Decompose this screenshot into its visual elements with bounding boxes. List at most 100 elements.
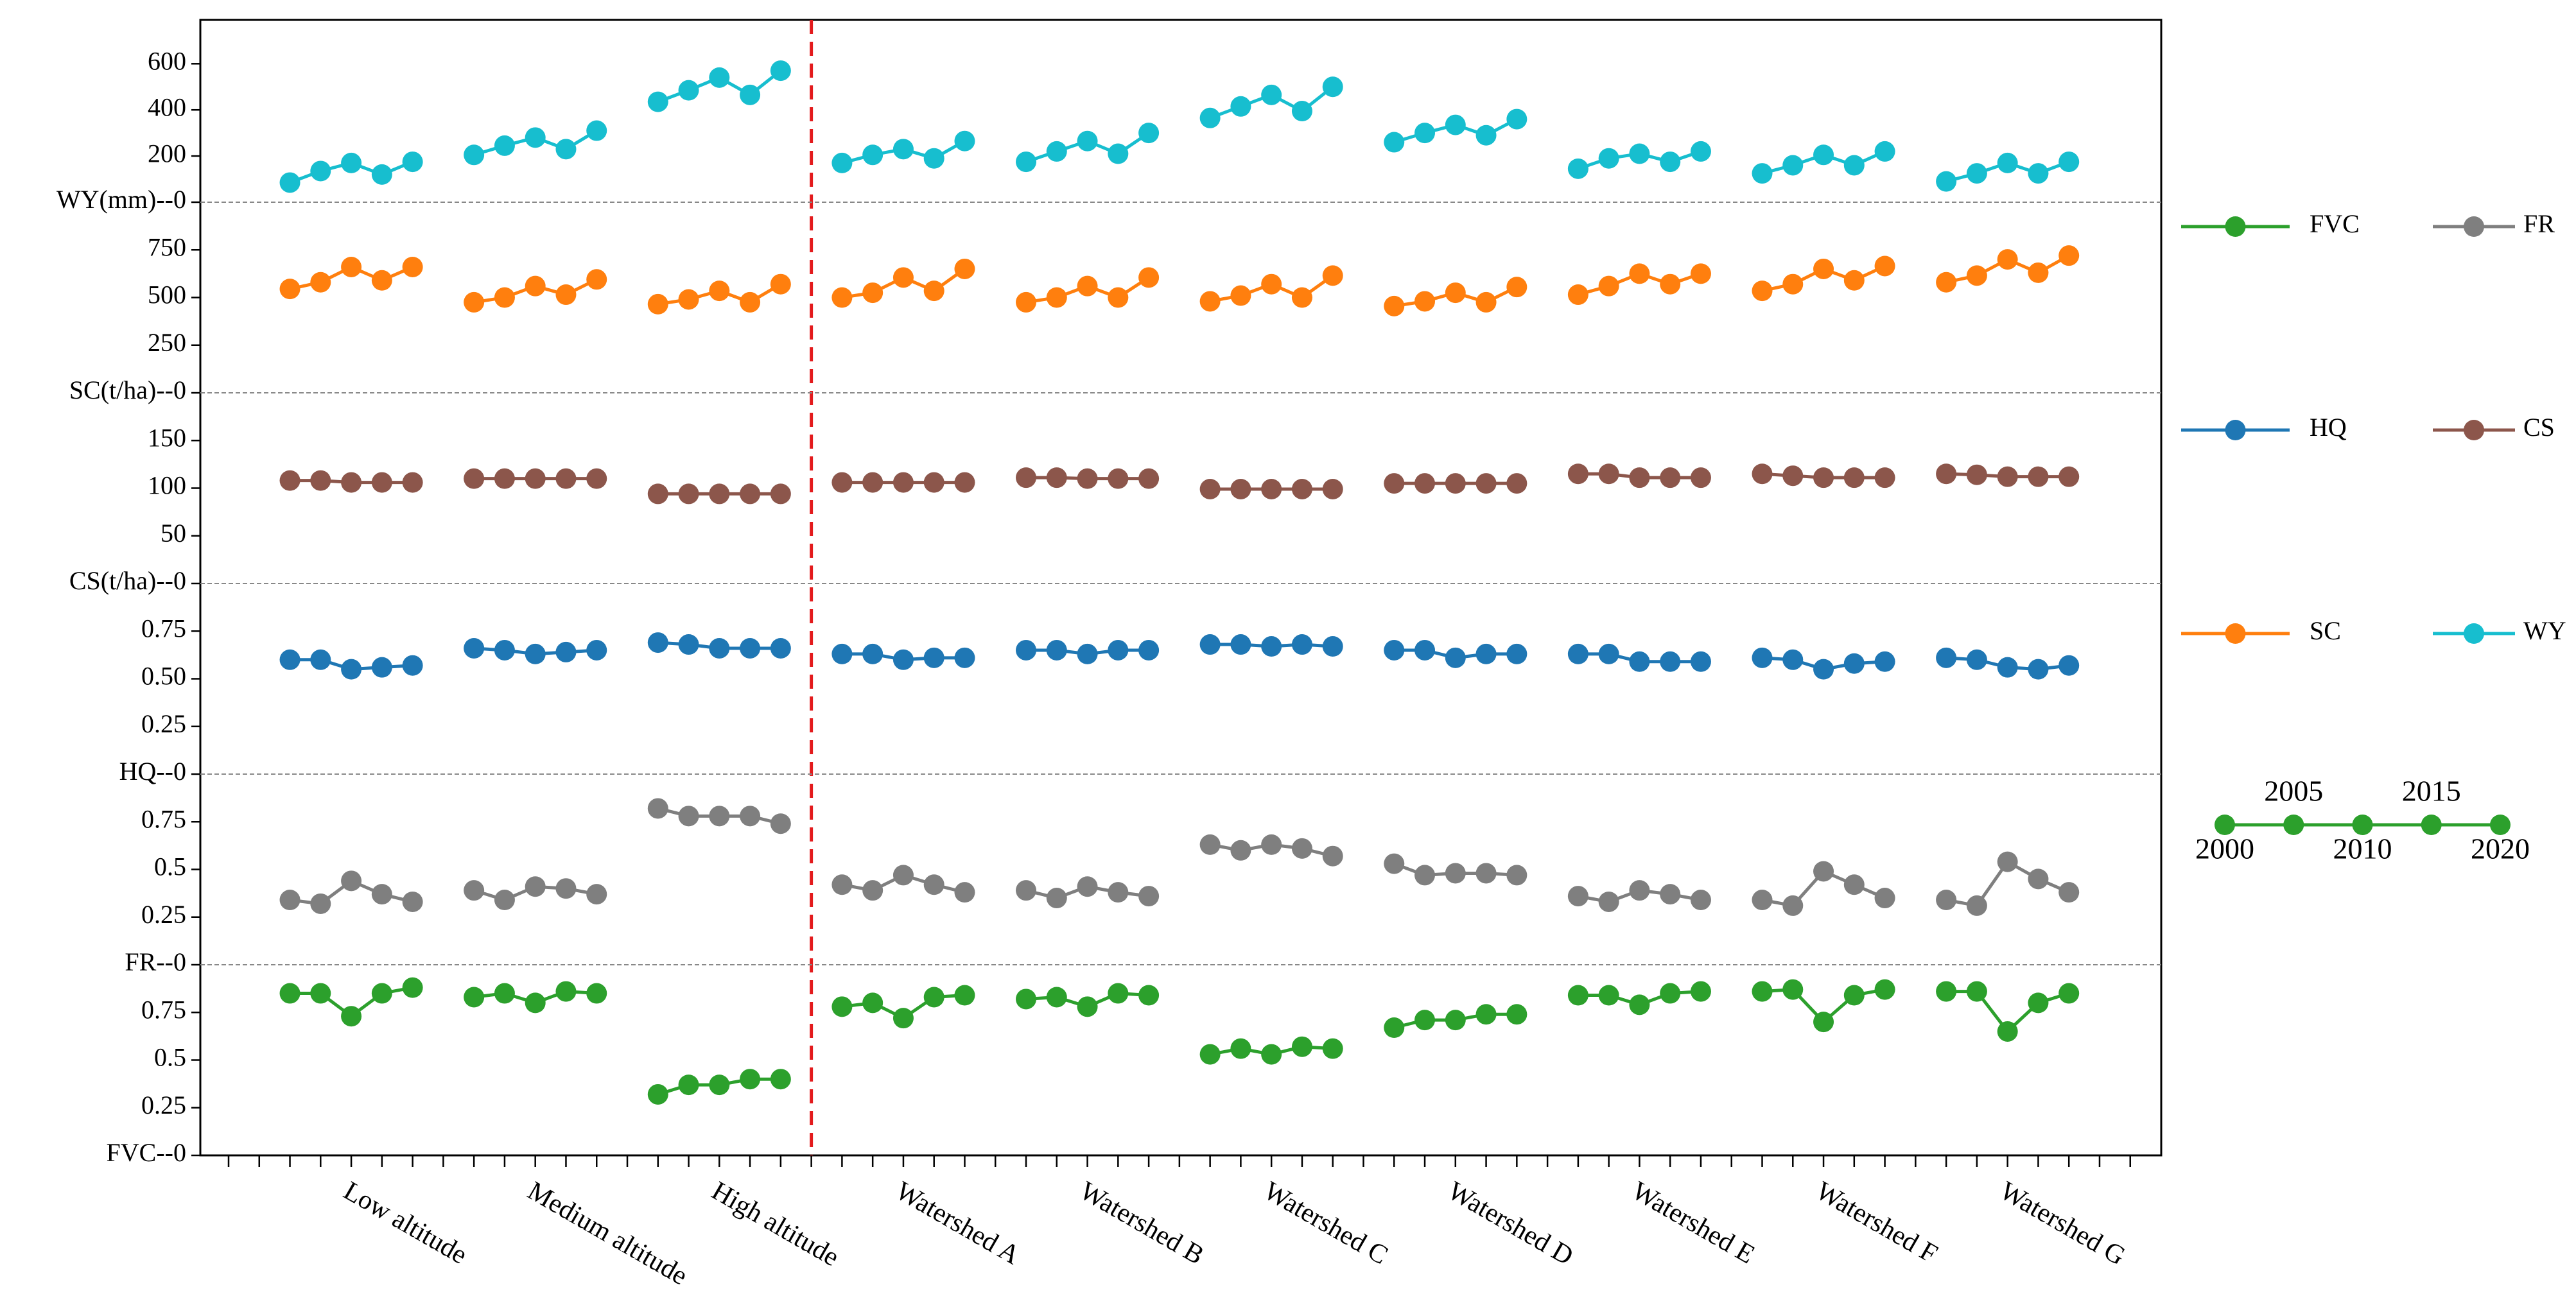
data-point	[1475, 473, 1497, 494]
data-point	[1199, 634, 1221, 655]
data-point	[1291, 838, 1312, 859]
year-key-label: 2005	[2264, 775, 2323, 807]
x-tick-label: Watershed D	[1443, 1176, 1578, 1271]
data-point	[1629, 651, 1650, 672]
data-point	[1874, 141, 1895, 162]
data-point	[740, 483, 761, 505]
y-tick-label: 0.25	[141, 709, 186, 738]
data-point	[525, 275, 546, 297]
year-key-label: 2000	[2195, 833, 2254, 865]
y-tick-label: 0.25	[141, 900, 186, 929]
data-point	[586, 884, 607, 905]
y-tick-label: 500	[148, 281, 186, 309]
data-point	[954, 647, 975, 668]
data-point	[2028, 992, 2049, 1014]
legend-label: FVC	[2310, 209, 2360, 238]
data-point	[310, 272, 331, 293]
data-point	[1138, 985, 1160, 1006]
year-key-label: 2010	[2333, 833, 2392, 865]
data-point	[1046, 888, 1067, 909]
data-point	[1997, 851, 2018, 872]
data-point	[709, 281, 730, 302]
data-point	[1322, 845, 1343, 867]
data-point	[402, 472, 423, 493]
data-point	[402, 151, 423, 173]
data-point	[831, 874, 853, 895]
data-point	[402, 655, 423, 676]
data-point	[1046, 287, 1067, 308]
data-point	[279, 172, 300, 193]
data-point	[1752, 647, 1773, 668]
data-point	[494, 983, 515, 1004]
y-tick-label: 150	[148, 423, 186, 452]
data-point	[1874, 255, 1895, 277]
x-tick-label: Watershed F	[1811, 1176, 1942, 1269]
data-point	[341, 472, 362, 493]
data-point	[1138, 267, 1160, 288]
data-point	[1782, 895, 1804, 916]
data-point	[1690, 890, 1711, 911]
data-point	[464, 144, 485, 166]
x-tick-label: Watershed C	[1258, 1176, 1393, 1270]
year-key-marker	[2490, 815, 2511, 835]
y-tick-label: HQ--0	[119, 757, 186, 786]
legend-label: SC	[2310, 616, 2341, 645]
data-point	[1445, 473, 1466, 494]
data-point	[371, 164, 392, 185]
data-point	[1567, 985, 1588, 1006]
data-point	[1291, 634, 1312, 655]
data-point	[1598, 463, 1619, 485]
data-point	[1936, 647, 1957, 668]
data-point	[923, 647, 944, 668]
data-point	[1690, 981, 1711, 1002]
data-point	[2028, 466, 2049, 487]
y-tick-label: 100	[148, 471, 186, 500]
data-point	[1230, 478, 1251, 499]
data-point	[1936, 981, 1957, 1002]
data-point	[1199, 291, 1221, 312]
data-point	[831, 996, 853, 1017]
data-point	[1813, 861, 1834, 882]
data-point	[1230, 1038, 1251, 1059]
data-point	[1690, 141, 1711, 162]
x-tick-label: High altitude	[706, 1176, 844, 1272]
data-point	[1077, 130, 1098, 151]
data-point	[678, 483, 699, 505]
data-point	[862, 880, 883, 901]
data-point	[555, 468, 577, 489]
legend-label: HQ	[2310, 413, 2347, 442]
data-point	[1936, 463, 1957, 485]
x-tick-label: Watershed E	[1627, 1176, 1760, 1270]
data-point	[1445, 1010, 1466, 1031]
data-point	[1874, 467, 1895, 488]
data-point	[1445, 282, 1466, 304]
data-point	[525, 876, 546, 897]
data-point	[464, 637, 485, 659]
data-point	[1567, 643, 1588, 664]
data-point	[1475, 643, 1497, 664]
data-point	[1567, 158, 1588, 179]
data-point	[1138, 886, 1160, 907]
data-point	[1752, 463, 1773, 485]
data-point	[954, 472, 975, 493]
data-point	[2058, 466, 2080, 487]
data-point	[555, 284, 577, 306]
data-point	[1782, 465, 1804, 487]
data-point	[1016, 291, 1037, 313]
data-point	[892, 139, 914, 160]
data-point	[647, 91, 668, 112]
data-point	[1660, 983, 1681, 1004]
data-point	[1445, 114, 1466, 135]
data-point	[2058, 655, 2080, 676]
data-point	[494, 287, 515, 308]
legend-marker	[2464, 420, 2484, 440]
data-point	[1966, 265, 1987, 286]
y-tick-label: WY(mm)--0	[57, 185, 186, 214]
data-point	[1660, 273, 1681, 295]
data-point	[1077, 275, 1098, 297]
data-point	[862, 992, 883, 1014]
data-point	[586, 269, 607, 290]
data-point	[647, 798, 668, 819]
data-point	[1813, 144, 1834, 166]
data-point	[1199, 834, 1221, 855]
